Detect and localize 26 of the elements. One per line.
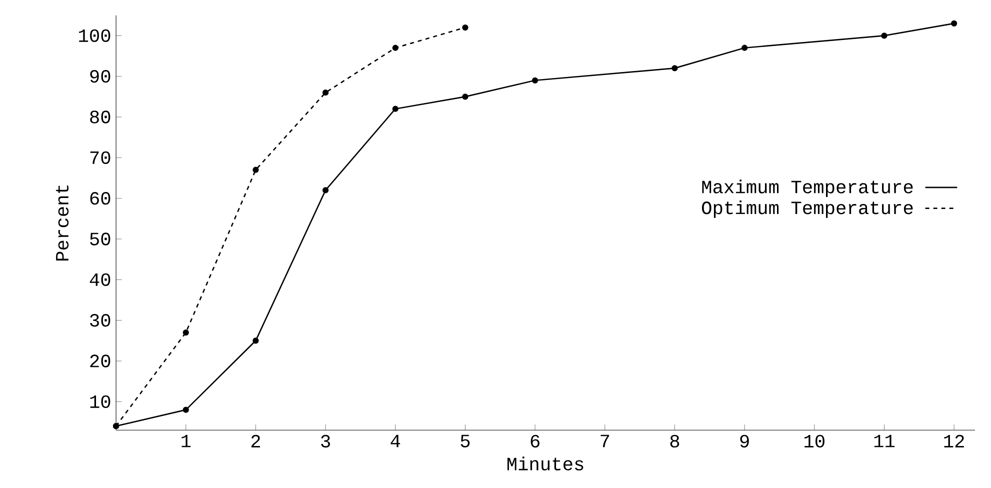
- x-tick-label: 12: [944, 434, 964, 448]
- x-tick-label: 6: [530, 434, 540, 448]
- x-tick-label: 2: [251, 434, 260, 448]
- x-tick-label: 3: [321, 434, 330, 448]
- x-tick-label: 8: [670, 434, 680, 448]
- y-tick-label: 50: [90, 232, 110, 246]
- legend-label: Optimum Temperature: [702, 200, 913, 218]
- y-tick-label: 20: [90, 354, 110, 368]
- y-tick-label: 30: [90, 314, 110, 327]
- x-tick-label: 11: [874, 434, 895, 448]
- x-tick-label: 4: [390, 434, 400, 448]
- y-tick-label: 80: [90, 110, 110, 124]
- y-tick-label: 60: [90, 192, 110, 205]
- x-tick-label: 7: [600, 434, 610, 448]
- y-tick-label: 70: [90, 151, 110, 164]
- legend-label: Maximum Temperature: [702, 180, 913, 197]
- x-tick-label: 5: [460, 434, 470, 448]
- x-tick-label: 10: [804, 434, 824, 448]
- x-tick-label: 9: [740, 434, 749, 448]
- y-tick-label: 10: [90, 395, 110, 408]
- x-tick-label: 1: [182, 434, 191, 448]
- y-tick-label: 40: [90, 273, 110, 286]
- y-tick-label: 100: [79, 29, 110, 42]
- y-tick-label: 90: [90, 70, 110, 83]
- x-axis-title: Minutes: [507, 456, 584, 470]
- y-axis-title: Percent: [56, 185, 69, 260]
